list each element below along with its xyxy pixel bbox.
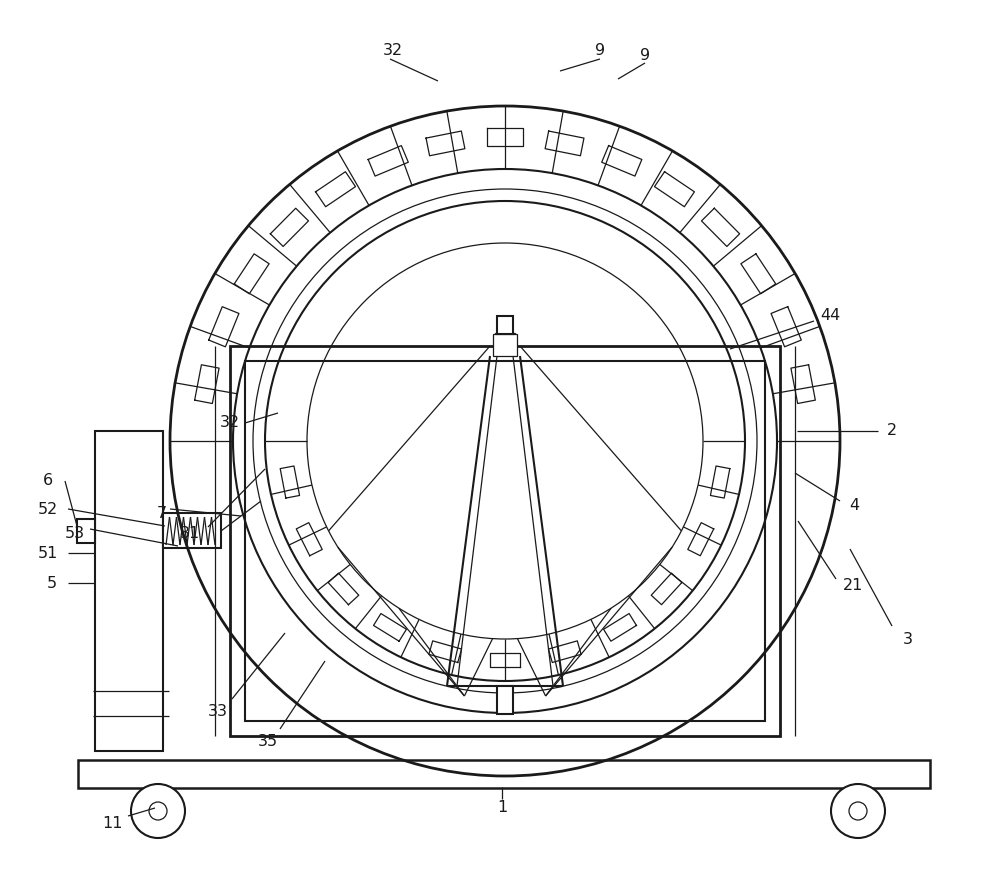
Text: 44: 44 <box>820 308 840 323</box>
Text: 31: 31 <box>180 525 200 541</box>
Bar <box>230 346 780 736</box>
Text: 35: 35 <box>258 733 278 748</box>
Text: 9: 9 <box>595 44 605 58</box>
Circle shape <box>831 784 885 838</box>
Bar <box>95 431 163 751</box>
Text: 2: 2 <box>887 423 897 438</box>
Text: 53: 53 <box>65 525 85 541</box>
Bar <box>495 333 515 351</box>
Bar <box>497 686 513 714</box>
Text: 5: 5 <box>47 576 57 591</box>
Text: 21: 21 <box>843 578 863 593</box>
Bar <box>497 316 513 334</box>
Text: 9: 9 <box>640 49 650 64</box>
Bar <box>245 361 765 721</box>
Text: 4: 4 <box>849 498 859 514</box>
Bar <box>163 513 221 548</box>
Text: 6: 6 <box>43 474 53 489</box>
Text: 7: 7 <box>157 505 167 521</box>
Bar <box>78 760 930 788</box>
Text: 1: 1 <box>497 800 507 815</box>
Bar <box>77 519 95 543</box>
Text: 32: 32 <box>383 44 403 58</box>
Text: 33: 33 <box>208 704 228 719</box>
Text: 51: 51 <box>38 545 58 561</box>
Text: 3: 3 <box>903 631 913 646</box>
Text: 52: 52 <box>38 502 58 517</box>
Circle shape <box>131 784 185 838</box>
Bar <box>493 334 517 356</box>
Text: 11: 11 <box>102 815 122 831</box>
Text: 32: 32 <box>220 415 240 430</box>
